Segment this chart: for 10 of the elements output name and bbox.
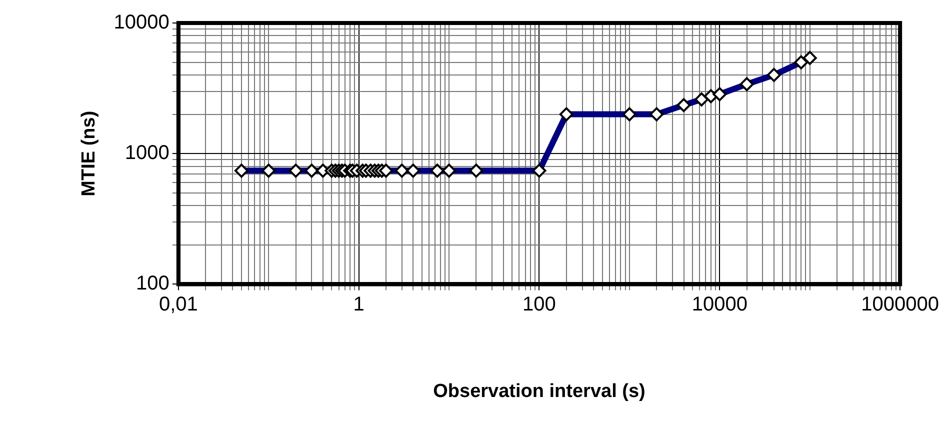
x-tick-label: 100 <box>522 294 556 316</box>
x-tick-label: 1000000 <box>861 294 940 316</box>
x-tick-label: 0,01 <box>158 294 198 316</box>
y-tick-label: 10000 <box>114 12 170 34</box>
y-axis-title: MTIE (ns) <box>78 110 100 196</box>
x-tick-label: 1 <box>353 294 364 316</box>
y-tick-label: 100 <box>136 272 170 295</box>
y-tick-label: 1000 <box>124 142 170 164</box>
x-axis-title: Observation interval (s) <box>433 380 646 402</box>
x-tick-label: 10000 <box>692 294 748 316</box>
